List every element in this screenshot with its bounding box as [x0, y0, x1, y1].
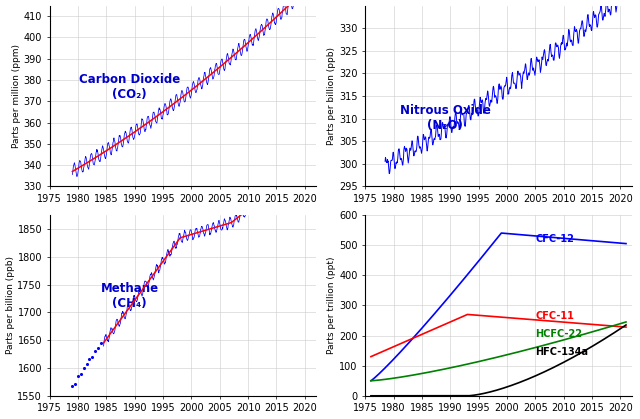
- Text: HFC-134a: HFC-134a: [535, 347, 588, 357]
- Point: [90, 348, 100, 354]
- Text: Methane
(CH₄): Methane (CH₄): [100, 282, 159, 310]
- Point: [67, 383, 77, 389]
- Point: [81, 361, 92, 367]
- Point: [76, 370, 86, 377]
- Text: CFC-11: CFC-11: [535, 311, 574, 321]
- Point: [70, 380, 81, 387]
- Point: [79, 365, 89, 371]
- Point: [84, 355, 95, 362]
- Text: Nitrous Oxide
(N₂O): Nitrous Oxide (N₂O): [400, 103, 491, 132]
- Y-axis label: Parts per billion (ppb): Parts per billion (ppb): [6, 256, 15, 354]
- Point: [73, 373, 83, 380]
- Point: [95, 339, 106, 346]
- Point: [93, 344, 103, 351]
- Point: [87, 354, 97, 360]
- Text: HCFC-22: HCFC-22: [535, 329, 582, 339]
- Text: CFC-12: CFC-12: [535, 234, 574, 244]
- Text: Carbon Dioxide
(CO₂): Carbon Dioxide (CO₂): [79, 73, 180, 101]
- Y-axis label: Parts per billion (ppb): Parts per billion (ppb): [327, 47, 336, 145]
- Y-axis label: Parts per million (ppm): Parts per million (ppm): [12, 44, 21, 148]
- Y-axis label: Parts per trillion (ppt): Parts per trillion (ppt): [327, 257, 337, 354]
